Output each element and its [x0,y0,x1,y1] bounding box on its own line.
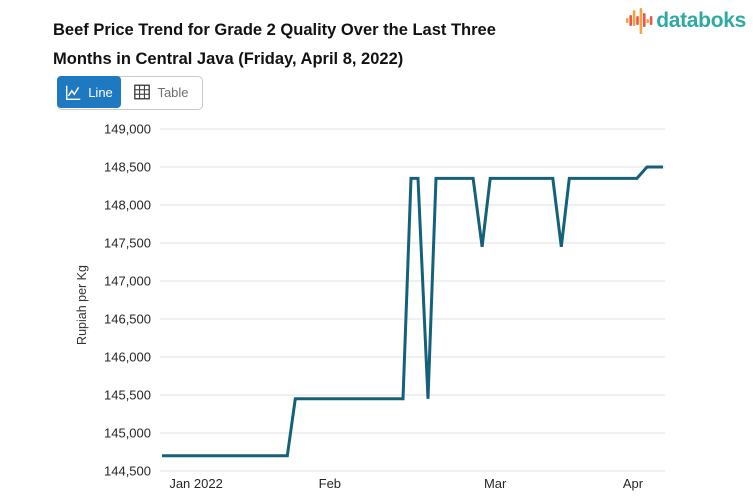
table-icon [134,84,151,100]
x-tick-label: Jan 2022 [169,476,223,491]
y-tick-label: 145,000 [104,426,151,441]
x-axis-tick-labels: Jan 2022 Feb Mar Apr [169,476,643,491]
databoks-logo-text: databoks [656,9,746,32]
y-tick-label: 144,500 [104,464,151,479]
databoks-logo-icon [626,8,653,34]
table-view-button[interactable]: Table [120,77,202,107]
line-chart: 149,000 148,500 148,000 147,500 147,000 146,5… [75,122,665,491]
y-tick-label: 148,000 [104,198,151,213]
y-tick-label: 146,000 [104,350,151,365]
y-tick-label: 149,000 [104,122,151,137]
view-toggle: Line Table [57,76,203,110]
table-view-label: Table [157,84,189,100]
line-chart-icon [66,85,81,100]
y-tick-label: 147,000 [104,274,151,289]
databoks-logo[interactable]: databoks [626,7,746,35]
line-view-label: Line [88,84,113,100]
page-title-line-1: Beef Price Trend for Grade 2 Quality Ove… [53,21,496,40]
y-tick-label: 148,500 [104,160,151,175]
y-axis-tick-labels: 149,000 148,500 148,000 147,500 147,000 146,5… [104,122,151,479]
gridlines [160,128,665,472]
line-view-button[interactable]: Line [57,76,121,108]
x-tick-label: Apr [623,476,644,491]
y-tick-label: 147,500 [104,236,151,251]
page-title: Beef Price Trend for Grade 2 Quality Ove… [53,16,653,74]
x-tick-label: Feb [319,476,341,491]
page-title-line-2: Months in Central Java (Friday, April 8,… [53,50,404,69]
x-tick-label: Mar [484,476,507,491]
y-tick-label: 145,500 [104,388,151,403]
y-axis-title: Rupiah per Kg [75,265,89,345]
price-line-series [162,165,663,458]
y-tick-label: 146,500 [104,312,151,327]
